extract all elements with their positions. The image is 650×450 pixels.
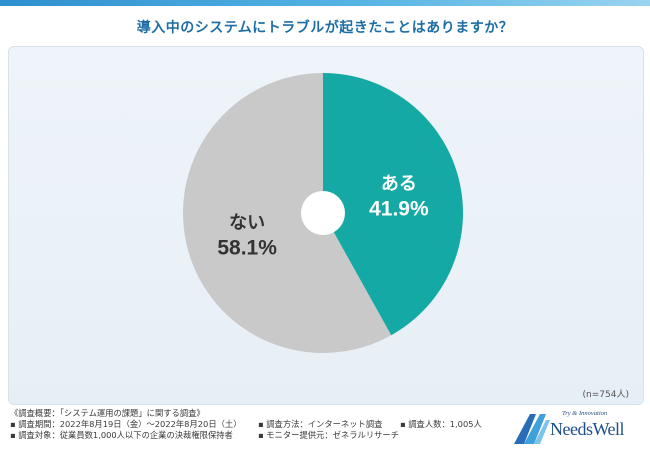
logo-tagline: Try & Innovation [562,410,608,417]
logo-name: NeedsWell [550,419,625,439]
slice-value-nai: 58.1% [217,237,277,260]
slice-label-nai: ない [229,213,265,234]
survey-target: ▪ 調査対象：従業員数1,000人以下の企業の決裁権限保持者 [10,430,233,440]
survey-period: ▪ 調査期間：2022年8月19日（金）〜2022年8月20日（土） [10,419,242,429]
survey-monitor: ▪ モニター提供元：ゼネラルリサーチ [258,430,400,440]
pie-center-hole [301,191,345,235]
survey-respondents: ▪ 調査人数：1,005人 [400,419,482,429]
top-accent-bar [0,0,650,6]
survey-footer: 《調査概要：「システム運用の課題」に関する調査》 ▪ 調査期間：2022年8月1… [10,408,510,441]
chart-panel: ある 41.9% ない 58.1% (n=754人) [8,46,644,405]
pie-slice-ari [323,73,463,336]
sample-size-label: (n=754人) [582,390,629,400]
needswell-logo-mark-icon [514,414,550,444]
pie-chart: ある 41.9% ない 58.1% [182,73,463,354]
slice-label-ari: ある [381,173,417,194]
pie-slice-nai [182,73,392,354]
slice-value-ari: 41.9% [369,197,429,220]
survey-summary: 《調査概要：「システム運用の課題」に関する調査》 [10,408,205,418]
chart-title: 導入中のシステムにトラブルが起きたことはありますか？ [136,20,514,36]
survey-method: ▪ 調査方法：インターネット調査 [258,419,383,429]
needswell-logo: Try & Innovation NeedsWell [512,410,644,446]
